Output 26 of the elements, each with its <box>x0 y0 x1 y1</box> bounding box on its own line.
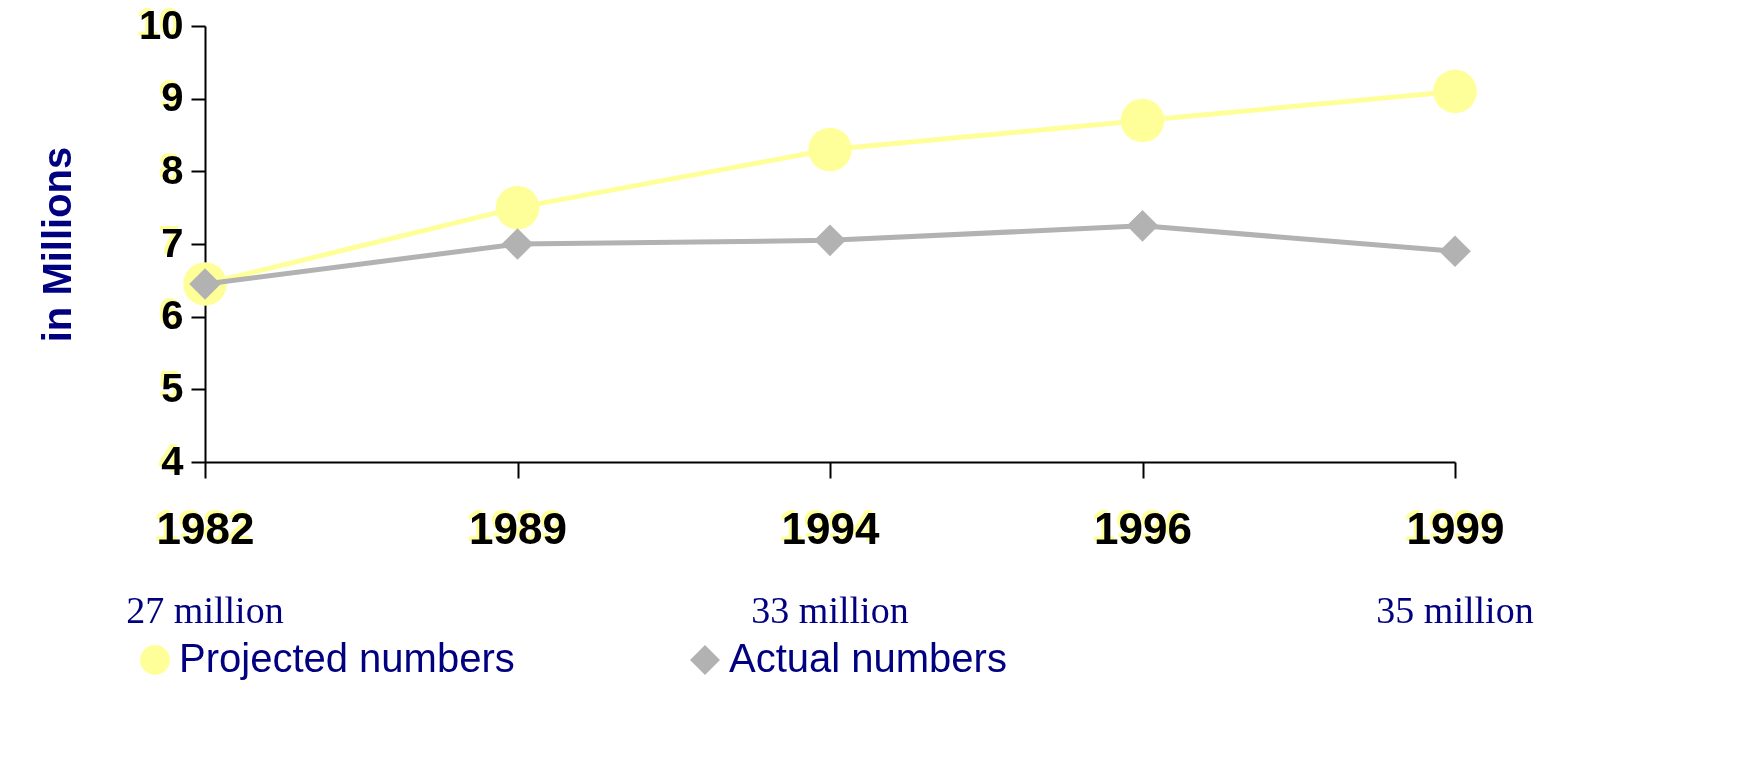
y-tick-label: 9 <box>161 75 184 120</box>
point <box>1126 210 1159 242</box>
point <box>814 224 846 257</box>
legend-label: Actual numbers <box>729 636 1007 680</box>
x-tick-label: 1999 <box>1406 503 1505 553</box>
point <box>1439 235 1471 268</box>
y-tick-label: 8 <box>161 147 184 192</box>
point <box>495 185 540 230</box>
x-tick-label: 1996 <box>1094 503 1192 553</box>
point <box>808 127 852 172</box>
text: 27 million <box>126 589 284 631</box>
y-tick-label: 6 <box>161 293 184 338</box>
x-tick-label: 1994 <box>781 503 880 553</box>
y-axis-title: in Millions <box>35 146 80 343</box>
text: 35 million <box>1376 589 1534 631</box>
point <box>1120 98 1165 143</box>
point <box>501 228 534 260</box>
y-tick-label: 5 <box>161 365 184 410</box>
y-tick-label: 10 <box>139 2 184 47</box>
point <box>1433 69 1477 114</box>
legend-label: Projected numbers <box>179 636 515 680</box>
y-tick-label: 4 <box>161 438 185 483</box>
x-tick-label: 1982 <box>156 503 255 553</box>
x-tick-label: 1989 <box>469 503 567 553</box>
text: 33 million <box>751 589 909 631</box>
y-tick-label: 7 <box>161 220 184 265</box>
